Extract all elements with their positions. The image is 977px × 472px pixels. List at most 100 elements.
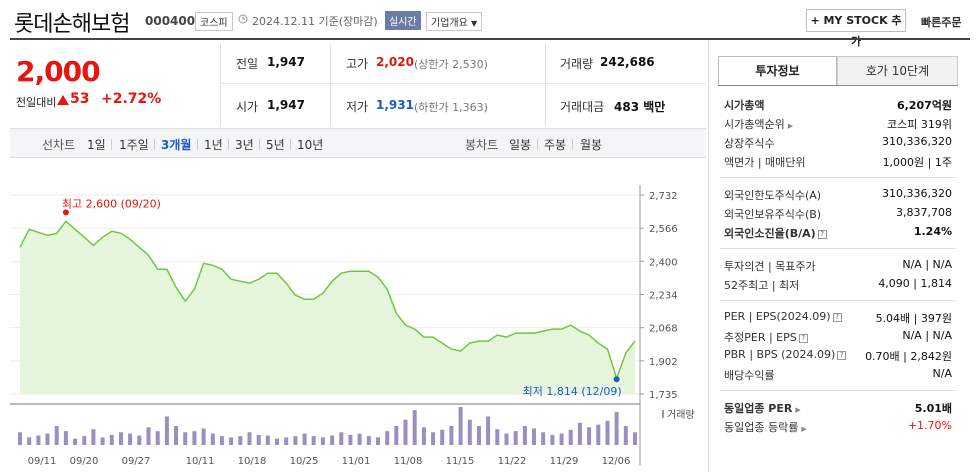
- volume-label: 거래량: [560, 57, 594, 71]
- volume-bar: [18, 432, 22, 445]
- volume-bar: [210, 433, 215, 445]
- y-tick-label: 2,234: [649, 291, 678, 302]
- company-info-dropdown[interactable]: 기업개요 ▼: [426, 12, 483, 31]
- up-triangle-icon: [57, 95, 69, 105]
- divider: [111, 139, 112, 150]
- invest-row-value: 310,336,320: [882, 135, 952, 148]
- invest-row-label[interactable]: 동일업종 PER: [724, 402, 793, 415]
- y-tick-label: 1,902: [649, 357, 678, 368]
- volume-legend-swatch: [662, 410, 664, 418]
- x-tick-label: 09/20: [70, 456, 99, 467]
- volume-bar: [577, 422, 582, 445]
- volume-bar: [587, 427, 592, 445]
- invest-row-label: 외국인보유주식수(B): [724, 208, 822, 221]
- header-divider: [10, 38, 970, 40]
- volume-bar: [522, 426, 527, 445]
- invest-row-value: 5.04배 | 397원: [875, 312, 952, 325]
- volume-bar: [605, 420, 610, 445]
- invest-row-value: 4,090 | 1,814: [878, 277, 952, 290]
- invest-row-label: 투자의견 | 목표주가: [724, 260, 816, 273]
- realtime-button[interactable]: 실시간: [385, 11, 421, 30]
- volume-bar: [596, 424, 601, 445]
- price-chart[interactable]: 2,732 2,566 2,400 2,234 2,068 1,902 1,735 09/1…: [10, 160, 706, 472]
- line-chart-label: 선차트: [42, 138, 76, 152]
- y-tick-label: 2,732: [649, 191, 678, 202]
- candle-daily[interactable]: 일봉: [509, 138, 532, 152]
- divider: [259, 139, 260, 150]
- volume-bar: [504, 433, 509, 445]
- chevron-down-icon: ▼: [471, 19, 478, 28]
- volume-bar: [403, 419, 408, 445]
- volume-bar: [183, 432, 188, 445]
- volume-bar: [449, 426, 454, 445]
- invest-row-label[interactable]: 시가총액순위: [724, 118, 785, 131]
- volume-bar: [174, 426, 178, 445]
- volume-bar: [541, 432, 546, 445]
- volume-bar: [201, 428, 206, 445]
- volume-bar: [109, 434, 114, 445]
- stock-code: 000400: [145, 14, 196, 28]
- x-tick-label: 11/01: [342, 456, 371, 467]
- help-icon[interactable]: ?: [837, 350, 847, 360]
- volume-bar: [532, 428, 536, 445]
- period-5y[interactable]: 5년: [266, 138, 285, 152]
- volume-bar: [302, 433, 307, 445]
- invest-row: PBR | BPS (2024.09)? 0.70배 | 2,842원: [724, 348, 952, 363]
- clock-icon: [238, 14, 248, 24]
- candle-weekly[interactable]: 주봉: [544, 138, 567, 152]
- volume-bar: [394, 426, 399, 445]
- invest-row-value: 0.70배 | 2,842원: [865, 350, 952, 363]
- tab-invest-info[interactable]: 투자정보: [718, 56, 837, 86]
- period-3m[interactable]: 3개월: [161, 138, 192, 152]
- volume-bar: [623, 426, 628, 445]
- volume-bar: [330, 435, 335, 445]
- volume-bar: [348, 434, 353, 445]
- volume-bar: [100, 437, 105, 445]
- divider: [290, 139, 291, 150]
- tab-order-book[interactable]: 호가 10단계: [837, 56, 958, 86]
- volume-bar: [54, 426, 59, 445]
- x-tick-label: 09/27: [122, 456, 151, 467]
- price-area: [20, 221, 635, 394]
- volume-legend-label: 거래량: [667, 409, 695, 421]
- invest-row-label: PBR | BPS (2024.09): [724, 348, 836, 361]
- x-tick-label: 10/25: [290, 456, 319, 467]
- quick-order-link[interactable]: 빠른주문: [921, 16, 962, 29]
- period-10y[interactable]: 10년: [297, 138, 324, 152]
- volume-bar: [73, 438, 78, 445]
- invest-row-value: N/A: [932, 367, 952, 380]
- volume-bar: [568, 429, 573, 445]
- help-icon[interactable]: ?: [817, 229, 827, 239]
- x-tick-label: 12/06: [602, 456, 631, 467]
- add-mystock-button[interactable]: + MY STOCK 추가: [806, 9, 906, 48]
- help-icon[interactable]: ?: [832, 312, 842, 322]
- divider: [220, 44, 221, 126]
- low-value: 1,931: [376, 98, 414, 112]
- invest-row-value: 코스피 319위: [887, 118, 952, 131]
- period-3y[interactable]: 3년: [235, 138, 254, 152]
- volume-bar: [559, 433, 564, 445]
- period-1d[interactable]: 1일: [87, 138, 106, 152]
- base-date: 2024.12.11 기준(장마감): [252, 15, 378, 28]
- change-amount: 53: [70, 91, 90, 107]
- chart-toolbar: 선차트 1일 1주일 3개월 1년 3년 5년 10년 봉차트 일봉 주봉 월봉: [10, 128, 706, 158]
- invest-row-value: 6,207억원: [896, 99, 952, 112]
- invest-divider: [720, 390, 956, 391]
- period-1w[interactable]: 1주일: [119, 138, 149, 152]
- price-line: [19, 220, 636, 381]
- volume-bar: [376, 437, 380, 445]
- candle-monthly[interactable]: 월봉: [580, 138, 603, 152]
- invest-row-value: 5.01배: [914, 402, 952, 415]
- volume-bar: [550, 434, 555, 445]
- x-tick-label: 09/11: [28, 456, 57, 467]
- help-icon[interactable]: ?: [798, 333, 808, 343]
- y-tick-label: 1,735: [649, 390, 678, 401]
- volume-bar: [495, 429, 500, 445]
- candle-chart-label: 봉차트: [465, 138, 499, 152]
- invest-row: 동일업종 PER ▶ 5.01배: [724, 400, 952, 416]
- invest-row-label: PER | EPS(2024.09): [724, 310, 831, 323]
- invest-row-label[interactable]: 동일업종 등락률: [724, 421, 799, 434]
- volume-bar: [431, 432, 436, 445]
- period-1y[interactable]: 1년: [204, 138, 223, 152]
- invest-row: 상장주식수 310,336,320: [724, 135, 952, 151]
